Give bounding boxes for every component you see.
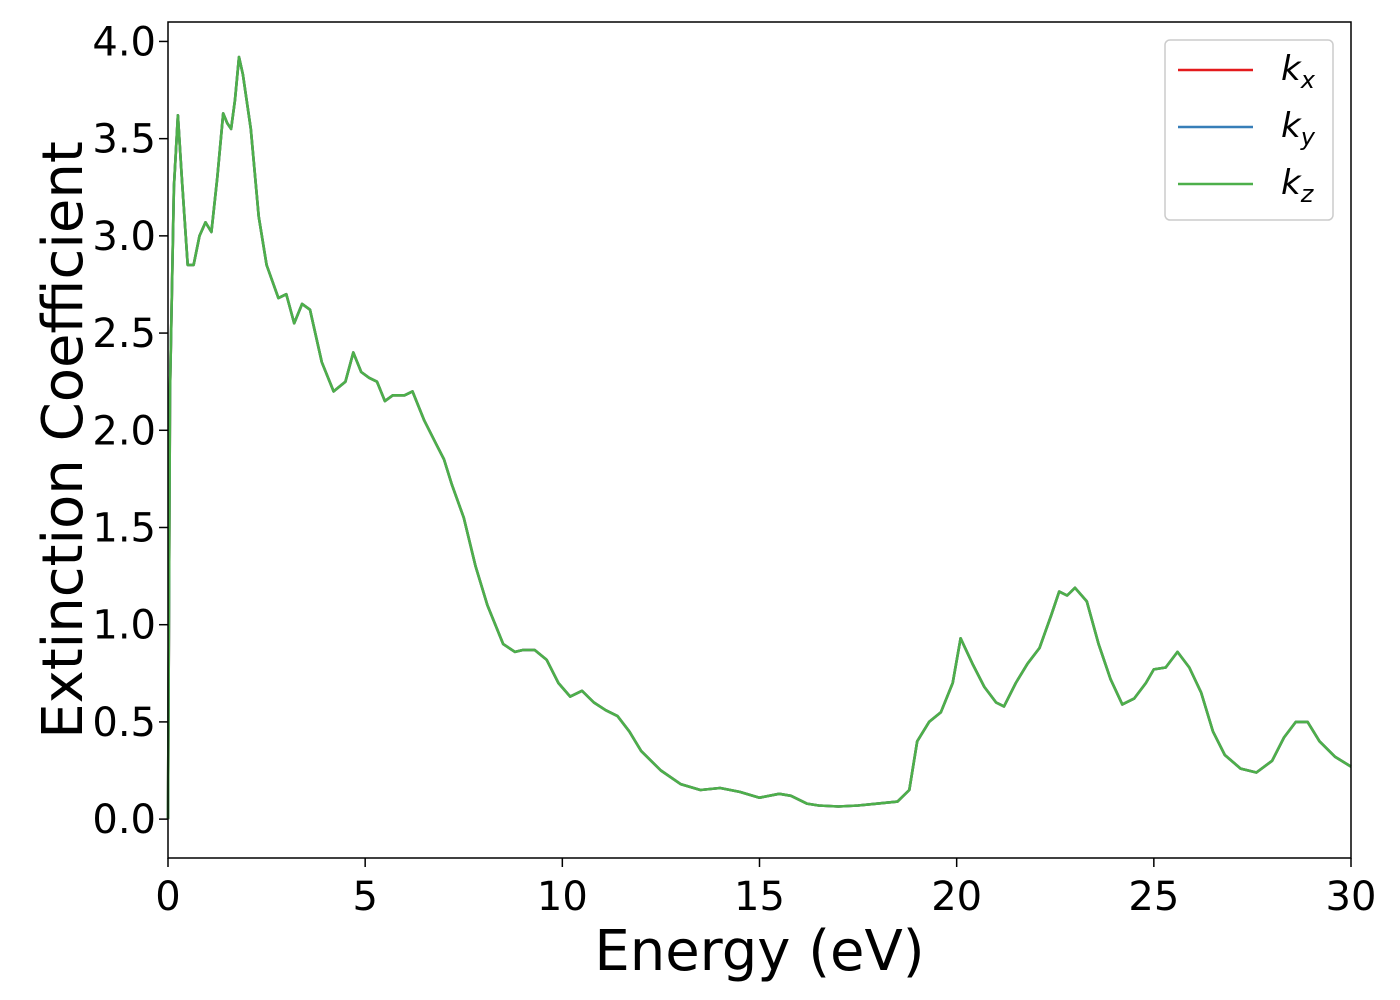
y-tick-label: 2.5 xyxy=(92,311,156,357)
x-tick-label: 0 xyxy=(155,874,180,920)
axis-ticks: 0 5 10 15 20 25 30 0.0 0.5 1.0 1.5 2.0 2.5 3.0 3.5 4.0 xyxy=(92,19,1376,920)
x-tick-label: 25 xyxy=(1128,874,1179,920)
y-tick-label: 3.0 xyxy=(92,214,156,260)
y-tick-label: 0.0 xyxy=(92,797,156,843)
x-axis-label: Energy (eV) xyxy=(594,919,924,984)
legend-box xyxy=(1164,39,1334,221)
x-tick-label: 30 xyxy=(1326,874,1377,920)
y-tick-label: 0.5 xyxy=(92,700,156,746)
y-axis-label: Extinction Coefficient xyxy=(31,141,96,739)
y-tick-label: 1.0 xyxy=(92,603,156,649)
series-lines xyxy=(166,55,1352,820)
y-tick-label: 4.0 xyxy=(92,19,156,65)
series-line-z xyxy=(166,55,1352,820)
legend-label-y: ky xyxy=(1281,106,1316,151)
x-tick-label: 10 xyxy=(537,874,588,920)
legend: kx ky kz xyxy=(1164,39,1334,221)
x-tick-label: 20 xyxy=(931,874,982,920)
y-tick-label: 1.5 xyxy=(92,505,156,551)
legend-label-z: kz xyxy=(1281,163,1315,208)
y-tick-label: 3.5 xyxy=(92,117,156,163)
x-tick-label: 15 xyxy=(734,874,785,920)
x-tick-label: 5 xyxy=(352,874,377,920)
legend-label-x: kx xyxy=(1281,49,1316,94)
y-tick-label: 2.0 xyxy=(92,408,156,454)
